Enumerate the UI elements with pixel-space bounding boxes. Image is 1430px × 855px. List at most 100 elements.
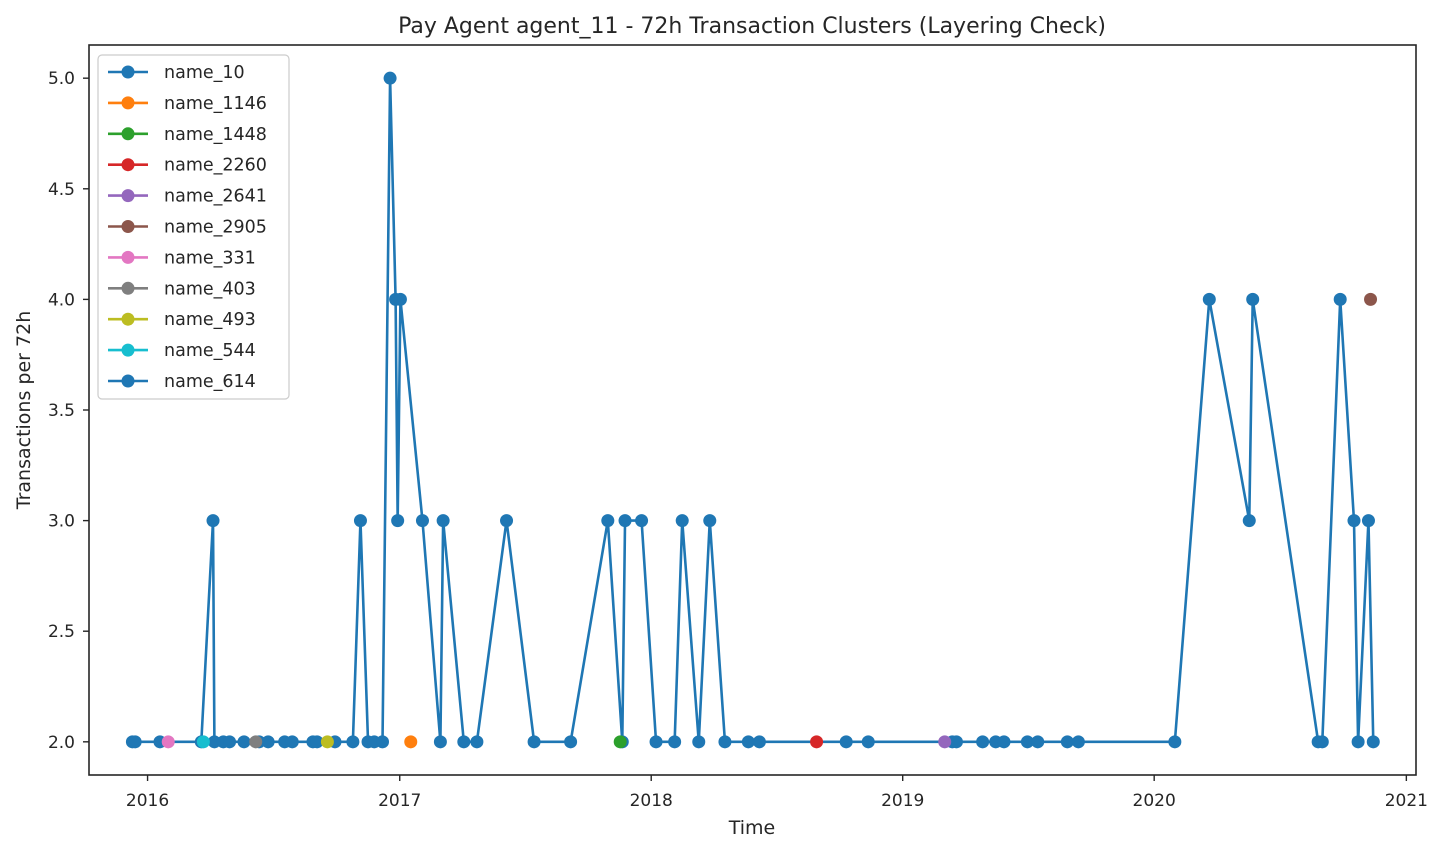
y-tick-label: 3.0 xyxy=(48,512,75,532)
data-point xyxy=(1333,292,1347,306)
data-point xyxy=(383,71,397,85)
data-point xyxy=(1361,514,1375,528)
data-point xyxy=(1168,735,1182,749)
plot-area xyxy=(125,71,1380,749)
y-tick-label: 2.5 xyxy=(48,622,75,642)
data-point xyxy=(393,292,407,306)
legend-label: name_1448 xyxy=(164,125,267,145)
data-point xyxy=(261,735,275,749)
legend-item: name_614 xyxy=(108,372,256,392)
y-tick-label: 3.5 xyxy=(48,401,75,421)
y-tick-label: 2.0 xyxy=(48,733,75,753)
data-point xyxy=(285,735,299,749)
data-point xyxy=(635,514,649,528)
legend-marker xyxy=(121,127,135,141)
series-name_544 xyxy=(196,735,210,749)
y-tick-label: 5.0 xyxy=(48,69,75,89)
legend-item: name_493 xyxy=(108,310,256,330)
data-point xyxy=(207,735,221,749)
legend-label: name_10 xyxy=(164,63,245,83)
legend-label: name_544 xyxy=(164,341,256,361)
data-point xyxy=(206,514,220,528)
data-point xyxy=(457,735,471,749)
data-point xyxy=(752,735,766,749)
data-point xyxy=(376,735,390,749)
data-point xyxy=(1347,514,1361,528)
data-point xyxy=(527,735,541,749)
data-point xyxy=(1202,292,1216,306)
data-point xyxy=(649,735,663,749)
data-point xyxy=(675,514,689,528)
x-tick-label: 2016 xyxy=(126,791,169,811)
data-point xyxy=(470,735,484,749)
legend-label: name_493 xyxy=(164,310,256,330)
legend-item: name_2905 xyxy=(108,218,267,238)
y-axis-label: Transactions per 72h xyxy=(13,311,35,510)
legend-marker xyxy=(121,312,135,326)
data-point xyxy=(223,735,237,749)
data-point xyxy=(810,735,824,749)
legend-item: name_1146 xyxy=(108,94,267,114)
legend-label: name_2905 xyxy=(164,218,267,238)
series-name_2641 xyxy=(938,735,952,749)
x-axis-label: Time xyxy=(728,817,776,839)
legend-marker xyxy=(121,343,135,357)
series-name_10 xyxy=(125,71,1380,749)
legend-marker xyxy=(121,250,135,264)
y-axis: 2.0 2.5 3.0 3.5 4.0 4.5 5.0 xyxy=(48,69,89,753)
series-name_1448 xyxy=(613,735,627,749)
legend-item: name_10 xyxy=(108,63,245,83)
data-point xyxy=(1315,735,1329,749)
data-point xyxy=(668,735,682,749)
data-point xyxy=(1031,735,1045,749)
y-tick-label: 4.0 xyxy=(48,290,75,310)
data-point xyxy=(997,735,1011,749)
y-tick-label: 4.5 xyxy=(48,180,75,200)
data-point xyxy=(1242,514,1256,528)
data-point xyxy=(861,735,875,749)
data-point xyxy=(741,735,755,749)
data-point xyxy=(249,735,263,749)
series-name_403 xyxy=(249,735,263,749)
data-point xyxy=(346,735,360,749)
data-point xyxy=(692,735,706,749)
data-point xyxy=(310,735,324,749)
legend-marker xyxy=(121,189,135,203)
data-point xyxy=(436,514,450,528)
legend-label: name_331 xyxy=(164,248,256,268)
data-point xyxy=(1060,735,1074,749)
legend-item: name_331 xyxy=(108,248,256,268)
legend: name_10 name_1146 name_1448 name_2260 name_2… xyxy=(97,54,290,400)
data-point xyxy=(196,735,210,749)
data-point xyxy=(718,735,732,749)
data-point xyxy=(161,735,175,749)
data-point xyxy=(1364,292,1378,306)
data-point xyxy=(564,735,578,749)
data-point xyxy=(938,735,952,749)
series-name_331 xyxy=(161,735,175,749)
x-tick-label: 2017 xyxy=(378,791,421,811)
legend-item: name_1448 xyxy=(108,125,267,145)
legend-label: name_2260 xyxy=(164,156,267,176)
data-point xyxy=(1071,735,1085,749)
x-axis: 2016 2017 2018 2019 2020 2021 xyxy=(126,775,1428,811)
legend-marker xyxy=(121,281,135,295)
series-line xyxy=(132,76,1375,744)
data-point xyxy=(320,735,334,749)
data-point xyxy=(391,514,405,528)
data-point xyxy=(1020,735,1034,749)
data-point xyxy=(404,735,418,749)
legend-item: name_544 xyxy=(108,341,256,361)
series-name_493 xyxy=(320,735,334,749)
legend-label: name_614 xyxy=(164,372,256,392)
data-point xyxy=(976,735,990,749)
series-name_2260 xyxy=(810,735,824,749)
legend-marker xyxy=(121,158,135,172)
x-tick-label: 2021 xyxy=(1385,791,1428,811)
legend-label: name_403 xyxy=(164,279,256,299)
series-name_1146 xyxy=(404,735,418,749)
legend-marker xyxy=(121,220,135,233)
legend-marker xyxy=(121,374,135,388)
legend-box xyxy=(97,54,290,400)
